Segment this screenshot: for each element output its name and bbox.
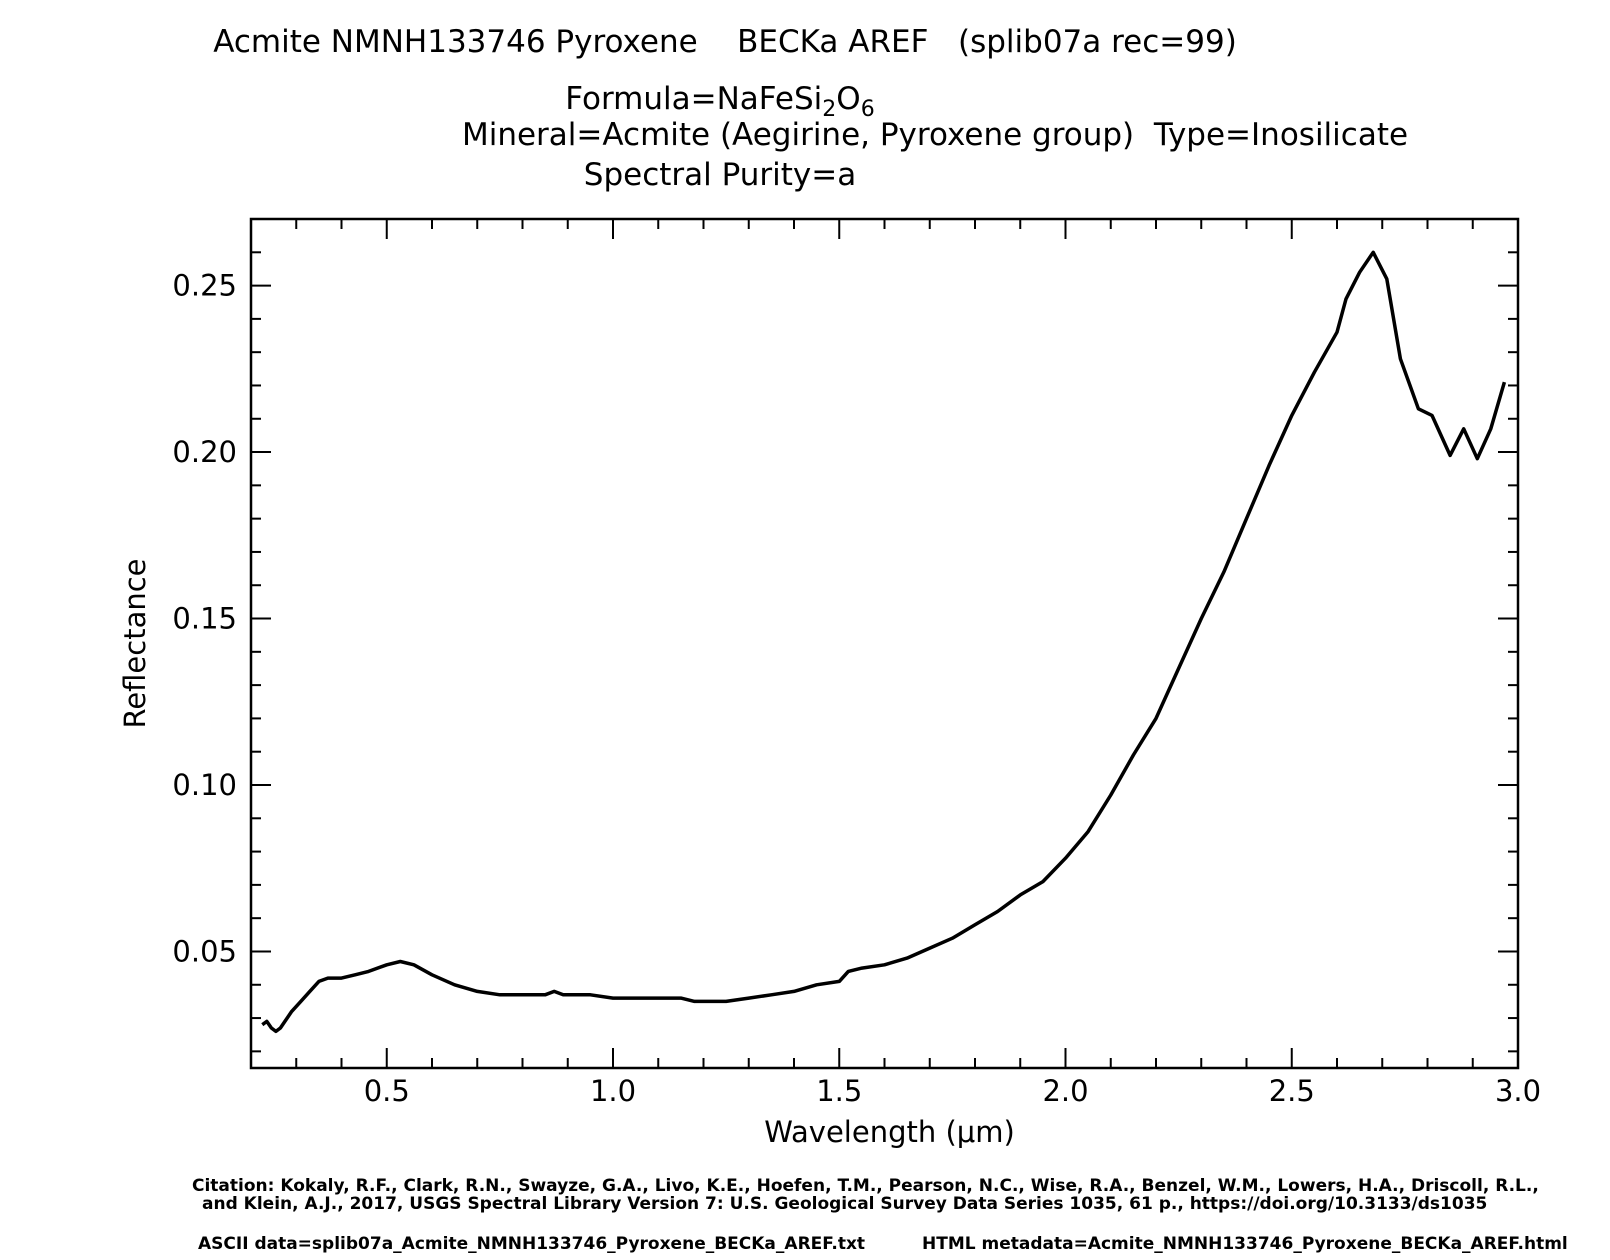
ascii-data-filename: ASCII data=splib07a_Acmite_NMNH133746_Py…: [198, 1234, 866, 1254]
x-tick-label: 0.5: [364, 1074, 410, 1108]
axis-ticks: [251, 219, 1518, 1068]
x-tick-label: 2.0: [1042, 1074, 1088, 1108]
mineral-line: Mineral=Acmite (Aegirine, Pyroxene group…: [461, 117, 1409, 153]
html-metadata-filename: HTML metadata=Acmite_NMNH133746_Pyroxene…: [922, 1234, 1568, 1254]
formula-prefix: Formula=NaFeSi: [565, 81, 823, 117]
plot-frame: [249, 217, 1520, 1070]
x-tick-label: 3.0: [1495, 1074, 1541, 1108]
spectrum-chart: 0.5 1.0 1.5 2.0 2.5 3.0 0.05 0.10 0.15 0.20 0.25 W…: [118, 217, 1541, 1149]
citation-line-2: and Klein, A.J., 2017, USGS Spectral Lib…: [202, 1194, 1488, 1214]
formula-line: Formula=NaFeSi2O6: [520, 80, 920, 129]
formula-oxygen: O: [836, 81, 861, 117]
chart-title: Acmite NMNH133746 Pyroxene BECKa AREF (s…: [213, 24, 1237, 60]
y-tick-label: 0.05: [172, 934, 237, 968]
spectrum-line: [261, 250, 1507, 1034]
x-axis-label: Wavelength (μm): [764, 1115, 1015, 1149]
x-tick-label: 1.0: [590, 1074, 636, 1108]
y-tick-label: 0.25: [172, 269, 237, 303]
y-tick-label: 0.20: [172, 435, 237, 469]
y-tick-label: 0.10: [172, 768, 237, 802]
citation-line-1: Citation: Kokaly, R.F., Clark, R.N., Swa…: [192, 1176, 1539, 1196]
formula-subscript-o: 6: [860, 97, 875, 123]
x-tick-label: 1.5: [816, 1074, 862, 1108]
y-axis-label: Reflectance: [118, 558, 152, 728]
spectral-purity-line: Spectral Purity=a: [583, 157, 857, 193]
formula-subscript-si: 2: [822, 97, 837, 123]
y-tick-label: 0.15: [172, 602, 237, 636]
tick-labels: 0.5 1.0 1.5 2.0 2.5 3.0 0.05 0.10 0.15 0.20 0.25: [172, 269, 1541, 1108]
x-tick-label: 2.5: [1269, 1074, 1315, 1108]
